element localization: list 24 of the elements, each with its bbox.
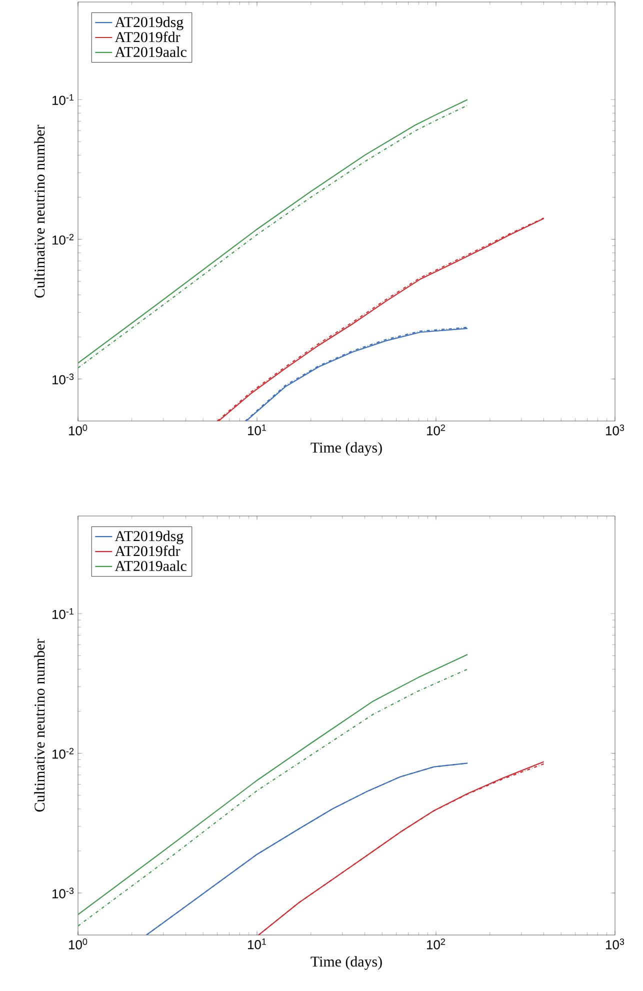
legend-label: AT2019dsg — [114, 16, 184, 30]
x-axis-title: Time (days) — [310, 956, 382, 970]
x-tick-label: 10$^{1}$ — [248, 938, 266, 950]
y-tick-label: 10$^{-1}$ — [52, 608, 74, 619]
legend-label: AT2019fdr — [114, 32, 180, 42]
legend-label: AT2019aalc — [114, 560, 186, 572]
legend-label: AT2019fdr — [114, 546, 180, 556]
x-tick-label: 10$^{3}$ — [606, 938, 624, 950]
x-tick-label: 10$^{0}$ — [69, 424, 88, 436]
y-tick-label: 10$^{-1}$ — [52, 94, 74, 105]
x-tick-label: 10$^{0}$ — [69, 938, 88, 950]
x-tick-label: 10$^{3}$ — [606, 424, 624, 436]
x-tick-label: 10$^{2}$ — [427, 938, 446, 950]
legend-label: AT2019aalc — [114, 46, 186, 58]
y-axis-title: Cultimative neutrino number — [34, 638, 45, 812]
legend-label: AT2019dsg — [114, 530, 184, 544]
x-axis-title: Time (days) — [310, 442, 382, 456]
y-tick-label: 10$^{-2}$ — [52, 234, 74, 245]
x-tick-label: 10$^{2}$ — [427, 424, 446, 436]
y-tick-label: 10$^{-3}$ — [52, 374, 74, 384]
y-tick-label: 10$^{-3}$ — [52, 888, 74, 898]
y-tick-label: 10$^{-2}$ — [52, 748, 74, 759]
y-axis-title: Cultimative neutrino number — [34, 124, 45, 298]
x-tick-label: 10$^{1}$ — [248, 424, 266, 436]
